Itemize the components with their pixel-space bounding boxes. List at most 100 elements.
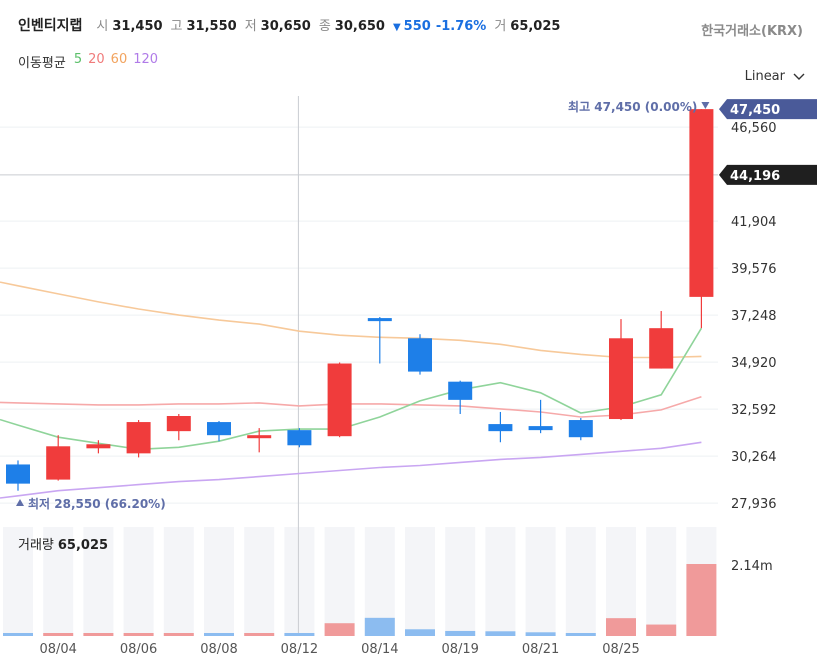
- y-tick-label: 30,264: [731, 450, 777, 465]
- volume-bar: [405, 629, 435, 636]
- y-tick-label: 37,248: [731, 309, 777, 324]
- highest-marker-icon: [701, 102, 710, 109]
- y-tick-label: 41,904: [731, 215, 777, 230]
- y-tick-label: 46,560: [731, 121, 777, 136]
- current-price-tag: [719, 99, 817, 120]
- candle-body: [568, 420, 593, 438]
- candle-body: [367, 318, 392, 322]
- y-tick-label: 27,936: [731, 497, 777, 512]
- x-tick-label: 08/19: [441, 642, 478, 657]
- volume-column-bg: [606, 527, 636, 636]
- candle-body: [46, 446, 71, 480]
- current-price-tag-label: 47,450: [730, 103, 780, 118]
- candle-body: [126, 422, 151, 454]
- change-percent: -1.76%: [435, 19, 487, 34]
- candle-body: [689, 109, 714, 297]
- candle-body: [327, 363, 352, 437]
- open-value: 31,450: [112, 19, 163, 34]
- volume-bar: [646, 624, 677, 636]
- change-down-icon: ▼: [392, 22, 401, 33]
- x-tick-label: 08/06: [120, 642, 157, 657]
- volume-column-bg: [646, 527, 677, 636]
- high-label: 고: [170, 19, 183, 34]
- ma-120-line: [0, 441, 702, 499]
- volume-bar: [686, 564, 717, 636]
- volume-column-bg: [485, 527, 516, 636]
- candle-body: [528, 426, 553, 431]
- volume-bar: [364, 617, 395, 636]
- volume-bar: [3, 633, 33, 636]
- volume-label: 거: [494, 19, 507, 34]
- candle-body: [6, 464, 30, 484]
- volume-column-bg: [244, 527, 275, 636]
- low-value: 30,650: [260, 19, 311, 34]
- candle-body: [207, 422, 231, 436]
- volume-panel-title: 거래량 65,025: [18, 534, 108, 553]
- x-tick-label: 08/21: [522, 642, 559, 657]
- volume-column-bg: [123, 527, 154, 636]
- volume-column-bg: [3, 527, 33, 636]
- x-tick-label: 08/04: [39, 642, 76, 657]
- lowest-marker-icon: [16, 499, 24, 506]
- x-tick-label: 08/12: [281, 642, 318, 657]
- candle-body: [488, 424, 513, 432]
- scale-selector[interactable]: Linear: [745, 69, 805, 84]
- candle-body: [408, 338, 432, 372]
- ma-120-label: 120: [133, 52, 159, 67]
- y-tick-label: 32,592: [731, 403, 777, 418]
- candle-body: [287, 430, 312, 446]
- close-value: 30,650: [334, 19, 385, 34]
- open-label: 시: [96, 19, 109, 34]
- crosshair-price-tag-label: 44,196: [730, 169, 780, 184]
- volume-bar: [565, 633, 596, 636]
- candle-body: [166, 416, 191, 432]
- volume-panel-value: 65,025: [57, 538, 109, 553]
- volume-bar: [204, 633, 234, 636]
- scale-label: Linear: [744, 69, 785, 84]
- volume-bar: [606, 618, 636, 636]
- volume-column-bg: [565, 527, 596, 636]
- volume-bar: [485, 631, 516, 636]
- chevron-down-icon: [793, 73, 805, 80]
- y-tick-label: 39,576: [731, 262, 777, 277]
- volume-bar: [324, 623, 355, 636]
- volume-column-bg: [204, 527, 234, 636]
- volume-bar: [43, 633, 74, 636]
- candle-body: [448, 381, 473, 400]
- candle-body: [649, 328, 674, 369]
- ma-60-line: [0, 281, 702, 359]
- volume-title: 거래량: [18, 538, 54, 553]
- volume-bar: [83, 633, 114, 636]
- candle-body: [609, 338, 633, 420]
- moving-average-legend: 이동평균 5 20 60 120: [18, 52, 158, 71]
- volume-column-bg: [163, 527, 194, 636]
- volume-column-bg: [284, 527, 315, 636]
- ma-60-label: 60: [110, 52, 128, 67]
- stock-name: 인벤티지랩: [18, 18, 83, 34]
- x-tick-label: 08/14: [361, 642, 398, 657]
- x-tick-label: 08/25: [602, 642, 639, 657]
- volume-column-bg: [324, 527, 355, 636]
- volume-bar: [525, 632, 556, 636]
- low-label: 저: [244, 19, 257, 34]
- quote-header: 인벤티지랩 시 31,450 고 31,550 저 30,650 종 30,650 ▼ 5…: [18, 15, 568, 37]
- volume-column-bg: [83, 527, 114, 636]
- volume-column-bg: [405, 527, 435, 636]
- change-value: 550: [403, 19, 431, 34]
- lowest-price-label: 최저 28,550 (66.20%): [28, 496, 166, 511]
- volume-tick-label: 2.14m: [731, 559, 773, 574]
- candle-body: [247, 435, 272, 439]
- y-tick-label: 34,920: [731, 356, 777, 371]
- volume-bar: [163, 633, 194, 636]
- moving-average-label: 이동평균: [18, 56, 66, 71]
- x-tick-label: 08/08: [200, 642, 237, 657]
- volume-column-bg: [525, 527, 556, 636]
- ma-20-label: 20: [88, 52, 105, 67]
- volume-value: 65,025: [510, 19, 561, 34]
- high-value: 31,550: [186, 19, 237, 34]
- crosshair-price-tag: [719, 164, 817, 185]
- volume-bar: [445, 630, 476, 636]
- volume-bar: [123, 633, 154, 636]
- volume-column-bg: [43, 527, 74, 636]
